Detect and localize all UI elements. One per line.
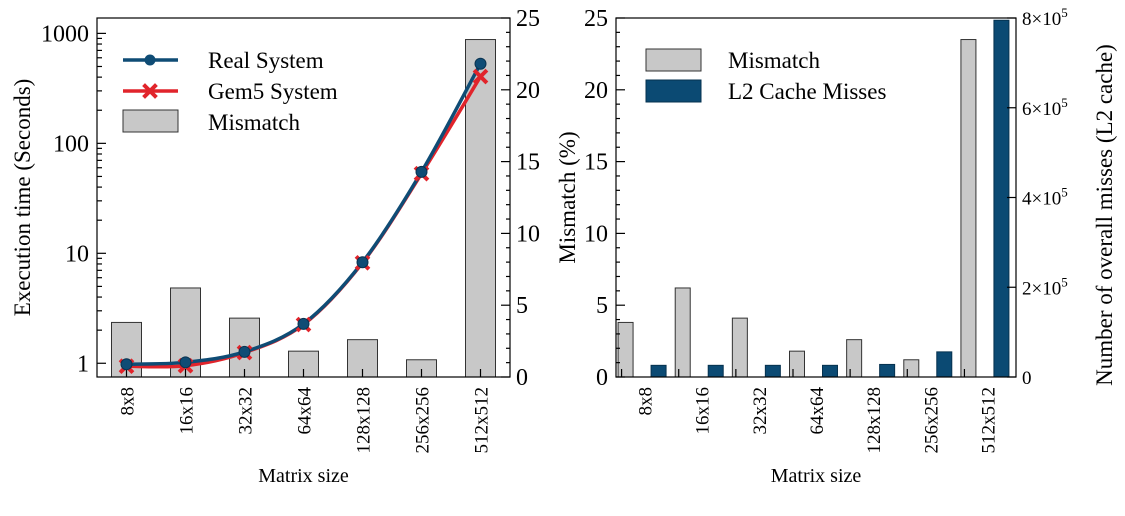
mismatch-bar	[465, 39, 496, 378]
mismatch-bar	[731, 317, 748, 378]
y-right-tick-label: 0	[1022, 368, 1032, 389]
x-axis-title: Matrix size	[771, 465, 862, 487]
legend-real-system-marker	[144, 54, 156, 66]
y-right-tick-label: 15	[516, 150, 540, 176]
l2-cache-misses-bar	[879, 363, 896, 378]
legend-mismatch-swatch	[122, 109, 179, 133]
x-tick-label: 16x16	[177, 387, 198, 435]
x-axis-title: Matrix size	[258, 465, 349, 487]
y-right-tick-label: 10	[516, 221, 540, 247]
l2-cache-misses-bar	[822, 364, 838, 378]
y-left-tick-label: 10	[65, 241, 89, 267]
real-system-point	[474, 57, 487, 70]
legend-mismatch-label: Mismatch	[728, 48, 820, 73]
legend-mismatch-label: Mismatch	[208, 110, 300, 135]
legend-l2-cache-misses-label: L2 Cache Misses	[728, 79, 886, 104]
x-tick-label: 256x256	[413, 387, 434, 454]
y-left-tick-label: 15	[584, 150, 608, 176]
x-tick-label: 256x256	[921, 387, 942, 454]
y-left-axis-title: Mismatch (%)	[555, 131, 580, 263]
y-right-tick-label: 0	[516, 365, 528, 391]
mismatch-l2-chart: 0 5 10 15 20 25 0 2×105 4×105 6×105 8×105 8x8 16x16 3…	[555, 5, 1117, 487]
x-tick-label: 128x128	[864, 387, 885, 454]
x-tick-label: 128x128	[354, 387, 375, 454]
y-left-tick-label: 0	[596, 365, 608, 391]
y-right-tick-label: 20	[516, 78, 540, 104]
l2-cache-misses-bar	[993, 19, 1010, 378]
x-tick-label: 8x8	[118, 387, 139, 416]
legend-real-system-label: Real System	[208, 48, 324, 73]
mismatch-bar	[903, 359, 920, 378]
x-tick-label: 16x16	[693, 387, 714, 435]
real-system-point	[179, 356, 192, 369]
mismatch-bar	[617, 321, 634, 378]
x-tick-label: 512x512	[978, 387, 999, 454]
mismatch-bar	[960, 39, 977, 378]
x-tick-label: 32x32	[236, 387, 257, 435]
x-tick-label: 32x32	[750, 387, 771, 435]
execution-time-chart: 1 10 100 1000 0 5 10 15 20 25 8x8 16x16 32x32 64x64 12…	[10, 6, 540, 487]
x-tick-label: 8x8	[636, 387, 657, 416]
y-right-tick-label: 25	[516, 6, 540, 32]
y-right-tick-label: 4×105	[1022, 185, 1068, 210]
l2-cache-misses-bar	[707, 364, 724, 378]
y-left-tick-label: 100	[53, 131, 89, 157]
y-left-tick-label: 5	[596, 293, 608, 319]
real-system-point	[120, 358, 133, 371]
legend-gem5-system-marker	[142, 83, 158, 99]
real-system-point	[415, 165, 428, 178]
y-right-tick-label: 8×105	[1022, 5, 1068, 30]
y-left-tick-label: 1000	[41, 21, 89, 47]
real-system-point	[238, 345, 251, 358]
x-tick-label: 64x64	[295, 387, 316, 435]
y-left-tick-label: 25	[584, 6, 608, 32]
y-right-tick-label: 5	[516, 293, 528, 319]
mismatch-bar	[789, 350, 805, 378]
y-right-axis-title: Number of overall misses (L2 cache)	[1092, 44, 1117, 386]
gem5-system-point	[472, 68, 489, 85]
legend-gem5-system-label: Gem5 System	[208, 79, 338, 104]
x-tick-label: 512x512	[472, 387, 493, 454]
mismatch-bar	[846, 339, 863, 378]
y-left-tick-label: 1	[77, 351, 89, 377]
l2-cache-misses-bar	[936, 351, 953, 378]
x-tick-label: 64x64	[807, 387, 828, 435]
legend-mismatch-swatch	[645, 48, 702, 72]
y-right-tick-label: 2×105	[1022, 274, 1068, 299]
legend-l2-cache-misses-swatch	[645, 79, 702, 103]
mismatch-bar	[674, 287, 691, 378]
real-system-point	[297, 317, 310, 330]
y-left-axis-title: Execution time (Seconds)	[10, 79, 35, 317]
l2-cache-misses-bar	[764, 364, 781, 378]
y-left-tick-label: 10	[584, 221, 608, 247]
y-right-tick-label: 6×105	[1022, 95, 1068, 120]
y-left-tick-label: 20	[584, 78, 608, 104]
real-system-point	[356, 256, 369, 269]
l2-cache-misses-bar	[650, 364, 667, 378]
